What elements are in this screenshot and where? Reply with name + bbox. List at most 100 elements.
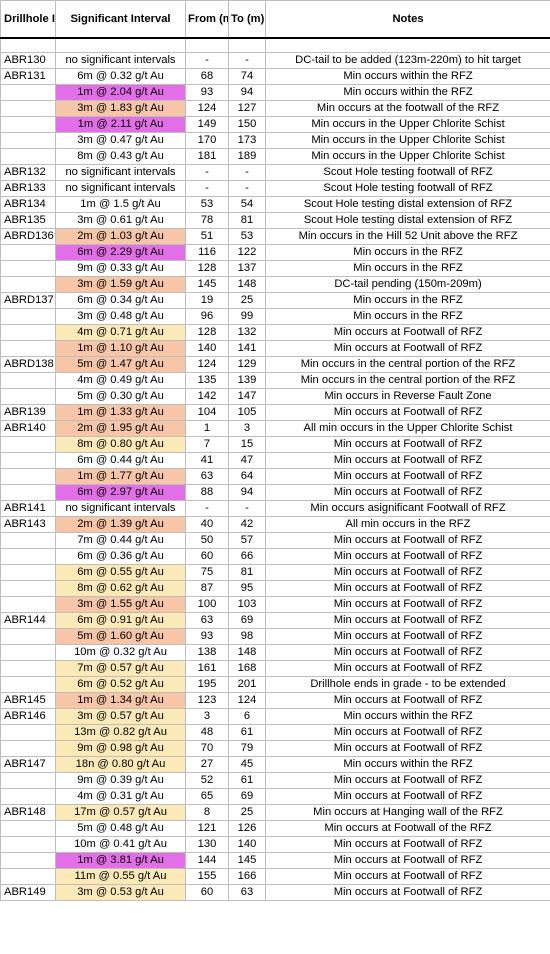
from-cell: 170 <box>185 132 229 149</box>
header-significant-interval: Significant Interval <box>55 0 186 39</box>
from-cell: 68 <box>185 68 229 85</box>
interval-cell: 3m @ 0.47 g/t Au <box>55 132 186 149</box>
to-cell: 53 <box>228 228 266 245</box>
to-cell: 94 <box>228 484 266 501</box>
notes-cell: Min occurs within the RFZ <box>265 708 550 725</box>
to-cell: 145 <box>228 852 266 869</box>
to-cell: 94 <box>228 84 266 101</box>
from-cell: 142 <box>185 388 229 405</box>
to-cell: 6 <box>228 708 266 725</box>
to-cell: 69 <box>228 612 266 629</box>
interval-cell: 5m @ 1.47 g/t Au <box>55 356 186 373</box>
to-cell: 81 <box>228 212 266 229</box>
interval-cell: 2m @ 1.39 g/t Au <box>55 516 186 533</box>
drillhole-id-cell <box>0 548 56 565</box>
from-cell: 124 <box>185 356 229 373</box>
to-cell: 168 <box>228 660 266 677</box>
notes-cell: Min occurs at Footwall of RFZ <box>265 612 550 629</box>
from-cell: 145 <box>185 276 229 293</box>
to-cell: 189 <box>228 148 266 165</box>
interval-cell: 4m @ 0.31 g/t Au <box>55 788 186 805</box>
interval-cell: 1m @ 1.77 g/t Au <box>55 468 186 485</box>
drillhole-id-cell <box>0 84 56 101</box>
notes-cell: Min occurs in the RFZ <box>265 292 550 309</box>
to-cell: 124 <box>228 692 266 709</box>
notes-cell: Min occurs at Footwall of RFZ <box>265 660 550 677</box>
table-row: 7m @ 0.44 g/t Au 50 57 Min occurs at Footwa… <box>0 532 550 549</box>
table-row: 4m @ 0.49 g/t Au 135 139 Min occurs in the … <box>0 372 550 389</box>
to-cell: 103 <box>228 596 266 613</box>
interval-cell: 10m @ 0.32 g/t Au <box>55 644 186 661</box>
to-cell: 64 <box>228 468 266 485</box>
drillhole-id-cell <box>0 596 56 613</box>
drillhole-id-cell: ABRD138 <box>0 356 56 373</box>
table-row: 9m @ 0.98 g/t Au 70 79 Min occurs at Footwa… <box>0 740 550 757</box>
table-row: 7m @ 0.57 g/t Au 161 168 Min occurs at Foot… <box>0 660 550 677</box>
interval-cell: 2m @ 1.03 g/t Au <box>55 228 186 245</box>
interval-cell: no significant intervals <box>55 180 186 197</box>
from-cell: 87 <box>185 580 229 597</box>
from-cell: 27 <box>185 756 229 773</box>
from-cell: 3 <box>185 708 229 725</box>
interval-cell: 8m @ 0.43 g/t Au <box>55 148 186 165</box>
interval-cell: 11m @ 0.55 g/t Au <box>55 868 186 885</box>
from-cell: 75 <box>185 564 229 581</box>
notes-cell: DC-tail to be added (123m-220m) to hit t… <box>265 52 550 69</box>
to-cell: 140 <box>228 836 266 853</box>
from-cell: 144 <box>185 852 229 869</box>
from-cell: - <box>185 164 229 181</box>
table-row: 8m @ 0.43 g/t Au 181 189 Min occurs in the … <box>0 148 550 165</box>
from-cell: 19 <box>185 292 229 309</box>
notes-cell: Min occurs in the Upper Chlorite Schist <box>265 132 550 149</box>
drillhole-id-cell: ABR140 <box>0 420 56 437</box>
interval-cell: 3m @ 0.48 g/t Au <box>55 308 186 325</box>
drillhole-id-cell <box>0 452 56 469</box>
drillhole-id-cell <box>0 676 56 693</box>
notes-cell: Min occurs at Footwall of RFZ <box>265 852 550 869</box>
drillhole-id-cell <box>0 724 56 741</box>
from-cell: 124 <box>185 100 229 117</box>
table-row: ABR145 1m @ 1.34 g/t Au 123 124 Min occurs a… <box>0 692 550 709</box>
notes-cell: Min occurs within the RFZ <box>265 84 550 101</box>
notes-cell: Min occurs at Footwall of RFZ <box>265 644 550 661</box>
to-cell: 15 <box>228 436 266 453</box>
drillhole-id-cell: ABR143 <box>0 516 56 533</box>
notes-cell: All min occurs in the Upper Chlorite Sch… <box>265 420 550 437</box>
table-row: 6m @ 0.55 g/t Au 75 81 Min occurs at Footwa… <box>0 564 550 581</box>
notes-cell: Min occurs at Footwall of RFZ <box>265 868 550 885</box>
table-row: 10m @ 0.32 g/t Au 138 148 Min occurs at Foo… <box>0 644 550 661</box>
interval-cell: 6m @ 0.32 g/t Au <box>55 68 186 85</box>
drillhole-id-cell: ABR135 <box>0 212 56 229</box>
from-cell: 40 <box>185 516 229 533</box>
to-cell: - <box>228 180 266 197</box>
notes-cell: Min occurs at Footwall of RFZ <box>265 772 550 789</box>
from-cell: 138 <box>185 644 229 661</box>
drillhole-id-cell <box>0 324 56 341</box>
drillhole-id-cell: ABR149 <box>0 884 56 901</box>
from-cell: 65 <box>185 788 229 805</box>
interval-cell: 7m @ 0.57 g/t Au <box>55 660 186 677</box>
drillhole-id-cell <box>0 660 56 677</box>
drillhole-id-cell <box>0 836 56 853</box>
from-cell: 128 <box>185 260 229 277</box>
table-row: 3m @ 1.55 g/t Au 100 103 Min occurs at Foot… <box>0 596 550 613</box>
interval-cell: 2m @ 1.95 g/t Au <box>55 420 186 437</box>
notes-cell: Min occurs at Footwall of RFZ <box>265 564 550 581</box>
header-to: To (m) <box>228 0 266 39</box>
to-cell: 66 <box>228 548 266 565</box>
table-row: ABRD138 5m @ 1.47 g/t Au 124 129 Min occurs … <box>0 356 550 373</box>
from-cell: 88 <box>185 484 229 501</box>
table-row: ABR148 17m @ 0.57 g/t Au 8 25 Min occurs at … <box>0 804 550 821</box>
notes-cell: Min occurs in the Upper Chlorite Schist <box>265 148 550 165</box>
drillhole-id-cell <box>0 772 56 789</box>
to-cell: - <box>228 52 266 69</box>
from-cell: 50 <box>185 532 229 549</box>
drillhole-id-cell: ABRD136 <box>0 228 56 245</box>
from-cell: 93 <box>185 628 229 645</box>
to-cell: 137 <box>228 260 266 277</box>
interval-cell: 10m @ 0.41 g/t Au <box>55 836 186 853</box>
notes-cell: Min occurs at Footwall of RFZ <box>265 740 550 757</box>
from-cell: 181 <box>185 148 229 165</box>
spacer-cell <box>228 37 266 53</box>
interval-cell: 6m @ 0.36 g/t Au <box>55 548 186 565</box>
